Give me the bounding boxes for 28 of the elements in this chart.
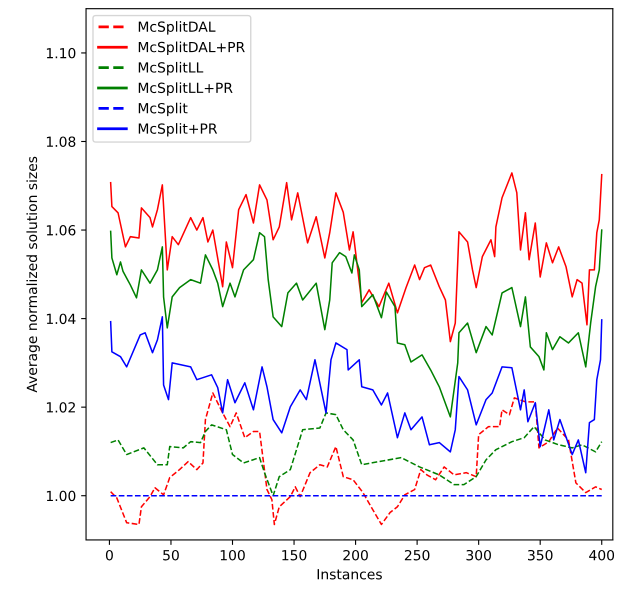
y-axis-title: Average normalized solution sizes bbox=[26, 156, 40, 393]
legend-label: McSplit bbox=[138, 102, 188, 116]
x-tick-label: 100 bbox=[220, 550, 245, 560]
x-tick-label: 0 bbox=[106, 550, 113, 560]
y-tick-label: 1.00 bbox=[46, 490, 76, 502]
line-series bbox=[110, 412, 602, 496]
line-series bbox=[110, 392, 602, 526]
legend-label: McSplitDAL bbox=[138, 21, 216, 35]
line-series bbox=[110, 172, 602, 342]
y-tick-label: 1.08 bbox=[46, 136, 76, 147]
legend-label: McSplitLL bbox=[138, 62, 204, 76]
legend-label: McSplitDAL+PR bbox=[138, 42, 245, 55]
y-tick-label: 1.10 bbox=[46, 48, 76, 58]
x-tick-label: 150 bbox=[282, 550, 306, 560]
x-tick-label: 50 bbox=[163, 550, 179, 560]
x-tick-label: 200 bbox=[343, 550, 368, 560]
y-tick-label: 1.06 bbox=[46, 225, 76, 236]
line-series bbox=[110, 229, 602, 418]
legend-label: McSplitLL+PR bbox=[138, 82, 233, 96]
line-series bbox=[110, 316, 602, 474]
x-tick-label: 300 bbox=[466, 550, 491, 560]
x-tick-label: 400 bbox=[589, 550, 614, 560]
y-tick-label: 1.02 bbox=[46, 402, 75, 413]
y-tick-label: 1.04 bbox=[46, 314, 76, 324]
x-axis-title: Instances bbox=[318, 569, 382, 580]
legend-label: McSplit+PR bbox=[138, 123, 218, 137]
x-tick-label: 250 bbox=[404, 550, 430, 560]
x-tick-label: 350 bbox=[528, 550, 553, 560]
